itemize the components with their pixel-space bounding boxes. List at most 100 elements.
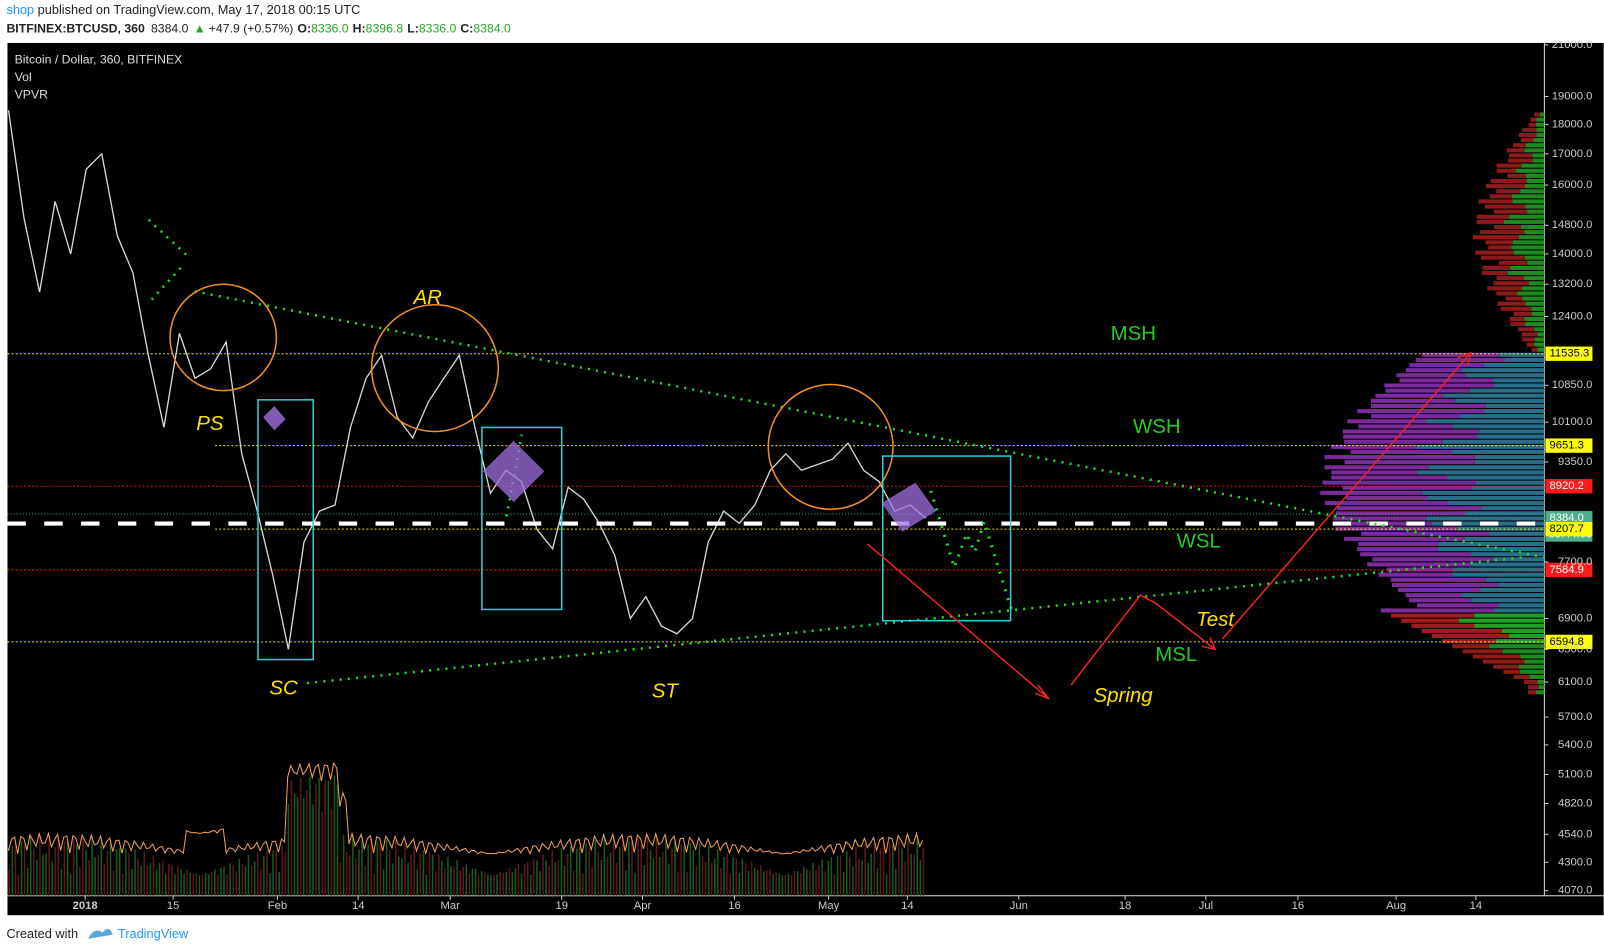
volume-bar (79, 866, 81, 896)
volume-bar (505, 872, 507, 896)
volume-bar (118, 848, 121, 896)
volume-bar (195, 873, 198, 896)
volume-bar (330, 808, 333, 896)
volume-bar (256, 852, 259, 896)
volume-bar (349, 855, 351, 896)
volume-bar (293, 793, 296, 896)
profile-row (1521, 163, 1545, 168)
profile-row (1443, 393, 1545, 398)
volume-bar (97, 854, 99, 896)
volume-bar (818, 865, 820, 896)
profile-row (1512, 199, 1545, 204)
volume-bar (20, 840, 23, 896)
diamond (482, 440, 545, 503)
volume-bar (468, 873, 471, 896)
profile-row (1513, 311, 1532, 316)
volume-bar (444, 868, 446, 896)
volume-bar (198, 875, 201, 896)
volume-bar (836, 855, 839, 896)
profile-row (1417, 470, 1545, 475)
author[interactable]: shop (6, 3, 34, 18)
profile-row (1522, 337, 1535, 342)
profile-row (1504, 357, 1545, 362)
profile-row (1490, 194, 1512, 199)
y-tick-label: 21000.0 (1552, 39, 1593, 51)
ohlc-key: C: (460, 22, 473, 36)
x-tick-label: 14 (352, 900, 365, 912)
volume-bar (533, 859, 535, 896)
circle (767, 383, 894, 510)
legend-item[interactable]: VPVR (15, 87, 49, 101)
volume-bar (302, 798, 305, 896)
profile-row (1350, 521, 1432, 526)
volume-bar (668, 864, 670, 896)
profile-row (1451, 572, 1545, 577)
legend-item[interactable]: Bitcoin / Dollar, 360, BITFINEX (15, 53, 183, 67)
volume-bar (499, 871, 501, 896)
profile-row (1421, 628, 1502, 633)
volume-bar (235, 871, 238, 896)
volume-bar (852, 866, 854, 896)
profile-row (1426, 419, 1545, 424)
y-tick-label: 6100.0 (1558, 676, 1592, 688)
profile-row (1511, 194, 1545, 199)
profile-row (1378, 572, 1452, 577)
volume-bar (42, 854, 44, 896)
x-tick-label: 15 (167, 900, 179, 912)
volume-bar (658, 856, 661, 896)
profile-row (1331, 475, 1448, 480)
volume-bar (441, 860, 443, 896)
volume-bar (901, 848, 903, 896)
profile-row (1493, 209, 1528, 214)
profile-row (1459, 618, 1545, 623)
price-tag (1545, 346, 1593, 361)
profile-row (1357, 547, 1438, 552)
volume-bar (888, 842, 891, 896)
y-tick-label: 4820.0 (1558, 797, 1592, 809)
volume-bar (14, 841, 17, 896)
x-tick-label: Jul (1199, 900, 1213, 912)
profile-row (1524, 230, 1545, 235)
volume-bar (806, 869, 808, 896)
volume-bar (358, 849, 360, 896)
volume-bar (281, 845, 284, 896)
profile-row (1343, 434, 1478, 439)
profile-row (1344, 460, 1475, 465)
volume-bar (873, 842, 876, 896)
profile-row (1398, 587, 1481, 593)
y-tick-label: 4300.0 (1558, 856, 1592, 868)
logo (88, 928, 113, 939)
profile-row (1448, 501, 1545, 506)
price-tag (1545, 438, 1593, 453)
profile-row (1495, 639, 1545, 644)
legend-item[interactable]: Vol (15, 70, 32, 84)
volume-bar (560, 847, 563, 896)
volume-bar (122, 873, 124, 896)
volume-bar (134, 849, 136, 896)
volume-bar (137, 859, 139, 896)
volume-bar (514, 868, 517, 896)
profile-row (1442, 439, 1545, 444)
volume-bar (842, 871, 845, 896)
profile-row (1524, 316, 1545, 322)
volume-bar (717, 849, 719, 896)
volume-bar (210, 871, 213, 896)
volume-bar (769, 869, 771, 896)
volume-bar (775, 872, 777, 896)
profile-row (1528, 690, 1536, 695)
price-tag (1545, 511, 1593, 526)
annotation: Spring (1094, 684, 1154, 707)
volume-bar (557, 860, 560, 896)
volume-bar (161, 860, 164, 896)
profile-row (1350, 449, 1453, 455)
footer-brand[interactable]: TradingView (118, 926, 189, 941)
profile-row (1438, 541, 1545, 547)
volume-bar (738, 873, 741, 896)
volume-bar (204, 872, 207, 896)
volume-bar (220, 867, 222, 896)
volume-bar (493, 874, 495, 896)
profile-row (1513, 250, 1545, 255)
volume-bar (671, 847, 673, 896)
profile-row (1509, 214, 1545, 219)
profile-row (1401, 618, 1460, 623)
